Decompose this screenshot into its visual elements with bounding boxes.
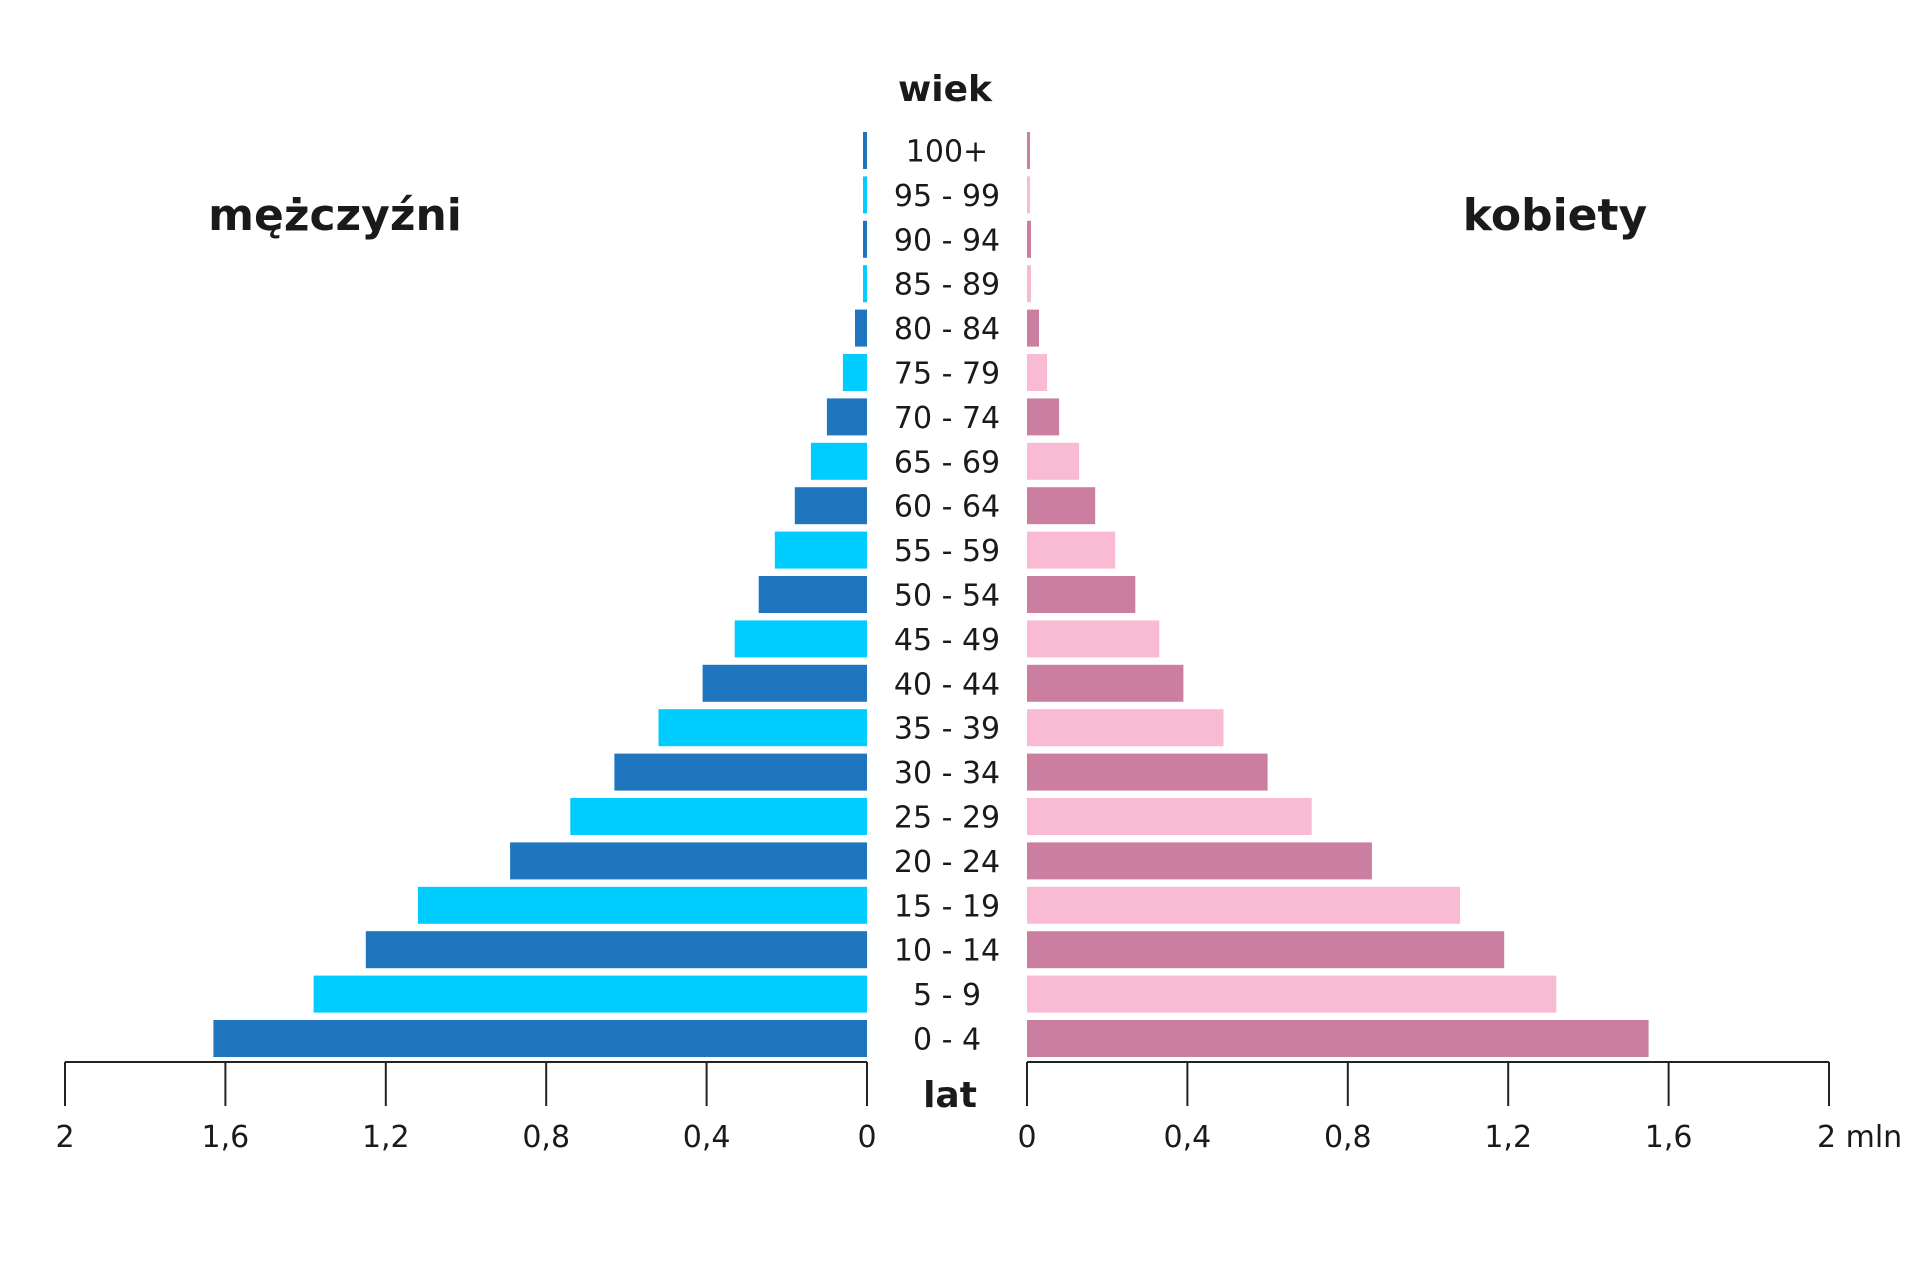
bar-men-65-69 xyxy=(810,442,867,480)
bar-men-45-49 xyxy=(734,620,867,658)
bar-men-5-9 xyxy=(313,975,868,1013)
age-label-0-4: 0 - 4 xyxy=(913,1023,981,1058)
right-tick-label: 1,2 xyxy=(1484,1120,1532,1155)
age-label-50-54: 50 - 54 xyxy=(894,579,1000,614)
left-tick-label: 0 xyxy=(857,1120,876,1155)
bar-men-15-19 xyxy=(417,886,867,924)
age-label-40-44: 40 - 44 xyxy=(894,667,1000,702)
left-tick-label: 1,2 xyxy=(362,1120,410,1155)
bar-women-50-54 xyxy=(1027,576,1136,613)
bar-men-55-59 xyxy=(774,531,867,569)
women-x-axis: 0 0,4 0,8 1,2 1,6 2 mln xyxy=(1017,1061,1902,1155)
age-label-25-29: 25 - 29 xyxy=(894,801,1000,836)
series-title-men: mężczyźni xyxy=(208,190,462,241)
age-label-10-14: 10 - 14 xyxy=(894,934,1000,969)
left-tick-label: 0,8 xyxy=(522,1120,570,1155)
age-label-75-79: 75 - 79 xyxy=(894,357,1000,392)
age-label-5-9: 5 - 9 xyxy=(913,978,981,1013)
age-label-80-84: 80 - 84 xyxy=(894,312,1000,347)
age-label-85-89: 85 - 89 xyxy=(894,268,1000,303)
age-axis-title: wiek xyxy=(898,69,993,110)
bar-women-15-19 xyxy=(1027,886,1461,924)
age-label-90-94: 90 - 94 xyxy=(894,223,1000,258)
women-bars xyxy=(1027,132,1649,1057)
bar-men-35-39 xyxy=(658,709,867,747)
bar-women-45-49 xyxy=(1027,620,1160,658)
bar-men-10-14 xyxy=(365,931,868,969)
bar-men-80-84 xyxy=(855,309,867,347)
bar-men-90-94 xyxy=(863,220,867,258)
right-tick-label: 0,4 xyxy=(1164,1120,1212,1155)
bar-men-0-4 xyxy=(213,1020,867,1057)
right-tick-label: 0 xyxy=(1017,1120,1036,1155)
bar-women-95-99 xyxy=(1027,176,1030,214)
bar-women-90-94 xyxy=(1027,220,1031,258)
age-label-15-19: 15 - 19 xyxy=(894,889,1000,924)
bar-men-60-64 xyxy=(794,487,867,525)
bar-women-0-4 xyxy=(1027,1020,1649,1057)
age-label-70-74: 70 - 74 xyxy=(894,401,1000,436)
right-tick-label: 2 mln xyxy=(1817,1120,1902,1155)
bar-men-85-89 xyxy=(863,265,867,303)
age-group-labels: 0 - 4 5 - 9 10 - 14 15 - 19 20 - 24 25 - 29 30… xyxy=(894,135,1000,1058)
age-label-45-49: 45 - 49 xyxy=(894,623,1000,658)
bar-men-95-99 xyxy=(863,176,867,214)
bar-women-25-29 xyxy=(1027,798,1312,835)
bar-men-50-54 xyxy=(758,576,867,613)
age-label-55-59: 55 - 59 xyxy=(894,534,1000,569)
right-tick-label: 0,8 xyxy=(1324,1120,1372,1155)
bar-men-30-34 xyxy=(614,753,867,791)
bar-women-20-24 xyxy=(1027,842,1372,880)
bar-men-70-74 xyxy=(826,398,867,436)
left-tick-label: 2 xyxy=(55,1120,74,1155)
age-label-35-39: 35 - 39 xyxy=(894,712,1000,747)
bar-women-40-44 xyxy=(1027,664,1184,702)
bar-women-70-74 xyxy=(1027,398,1060,436)
left-tick-label: 1,6 xyxy=(202,1120,250,1155)
age-label-60-64: 60 - 64 xyxy=(894,490,1000,525)
bar-men-40-44 xyxy=(702,664,867,702)
bar-men-100-plus xyxy=(863,132,867,169)
men-x-axis: 2 1,6 1,2 0,8 0,4 0 xyxy=(55,1061,877,1155)
bar-women-60-64 xyxy=(1027,487,1096,525)
bar-men-25-29 xyxy=(570,798,867,835)
age-label-100-plus: 100+ xyxy=(906,135,988,170)
bar-men-75-79 xyxy=(842,354,867,391)
bar-women-80-84 xyxy=(1027,309,1039,347)
age-label-65-69: 65 - 69 xyxy=(894,445,1000,480)
men-bars xyxy=(213,132,868,1057)
age-label-30-34: 30 - 34 xyxy=(894,756,1000,791)
bar-women-30-34 xyxy=(1027,753,1268,791)
bar-women-35-39 xyxy=(1027,709,1224,747)
bar-women-10-14 xyxy=(1027,931,1505,969)
age-label-20-24: 20 - 24 xyxy=(894,845,1000,880)
bar-women-55-59 xyxy=(1027,531,1116,569)
series-title-women: kobiety xyxy=(1463,190,1647,241)
age-label-95-99: 95 - 99 xyxy=(894,179,1000,214)
bar-women-100-plus xyxy=(1027,132,1030,169)
bar-women-85-89 xyxy=(1027,265,1031,303)
age-axis-unit: lat xyxy=(923,1075,977,1116)
bar-men-20-24 xyxy=(510,842,867,880)
right-tick-label: 1,6 xyxy=(1645,1120,1693,1155)
bar-women-75-79 xyxy=(1027,354,1048,391)
bar-women-5-9 xyxy=(1027,975,1557,1013)
left-tick-label: 0,4 xyxy=(683,1120,731,1155)
bar-women-65-69 xyxy=(1027,442,1080,480)
